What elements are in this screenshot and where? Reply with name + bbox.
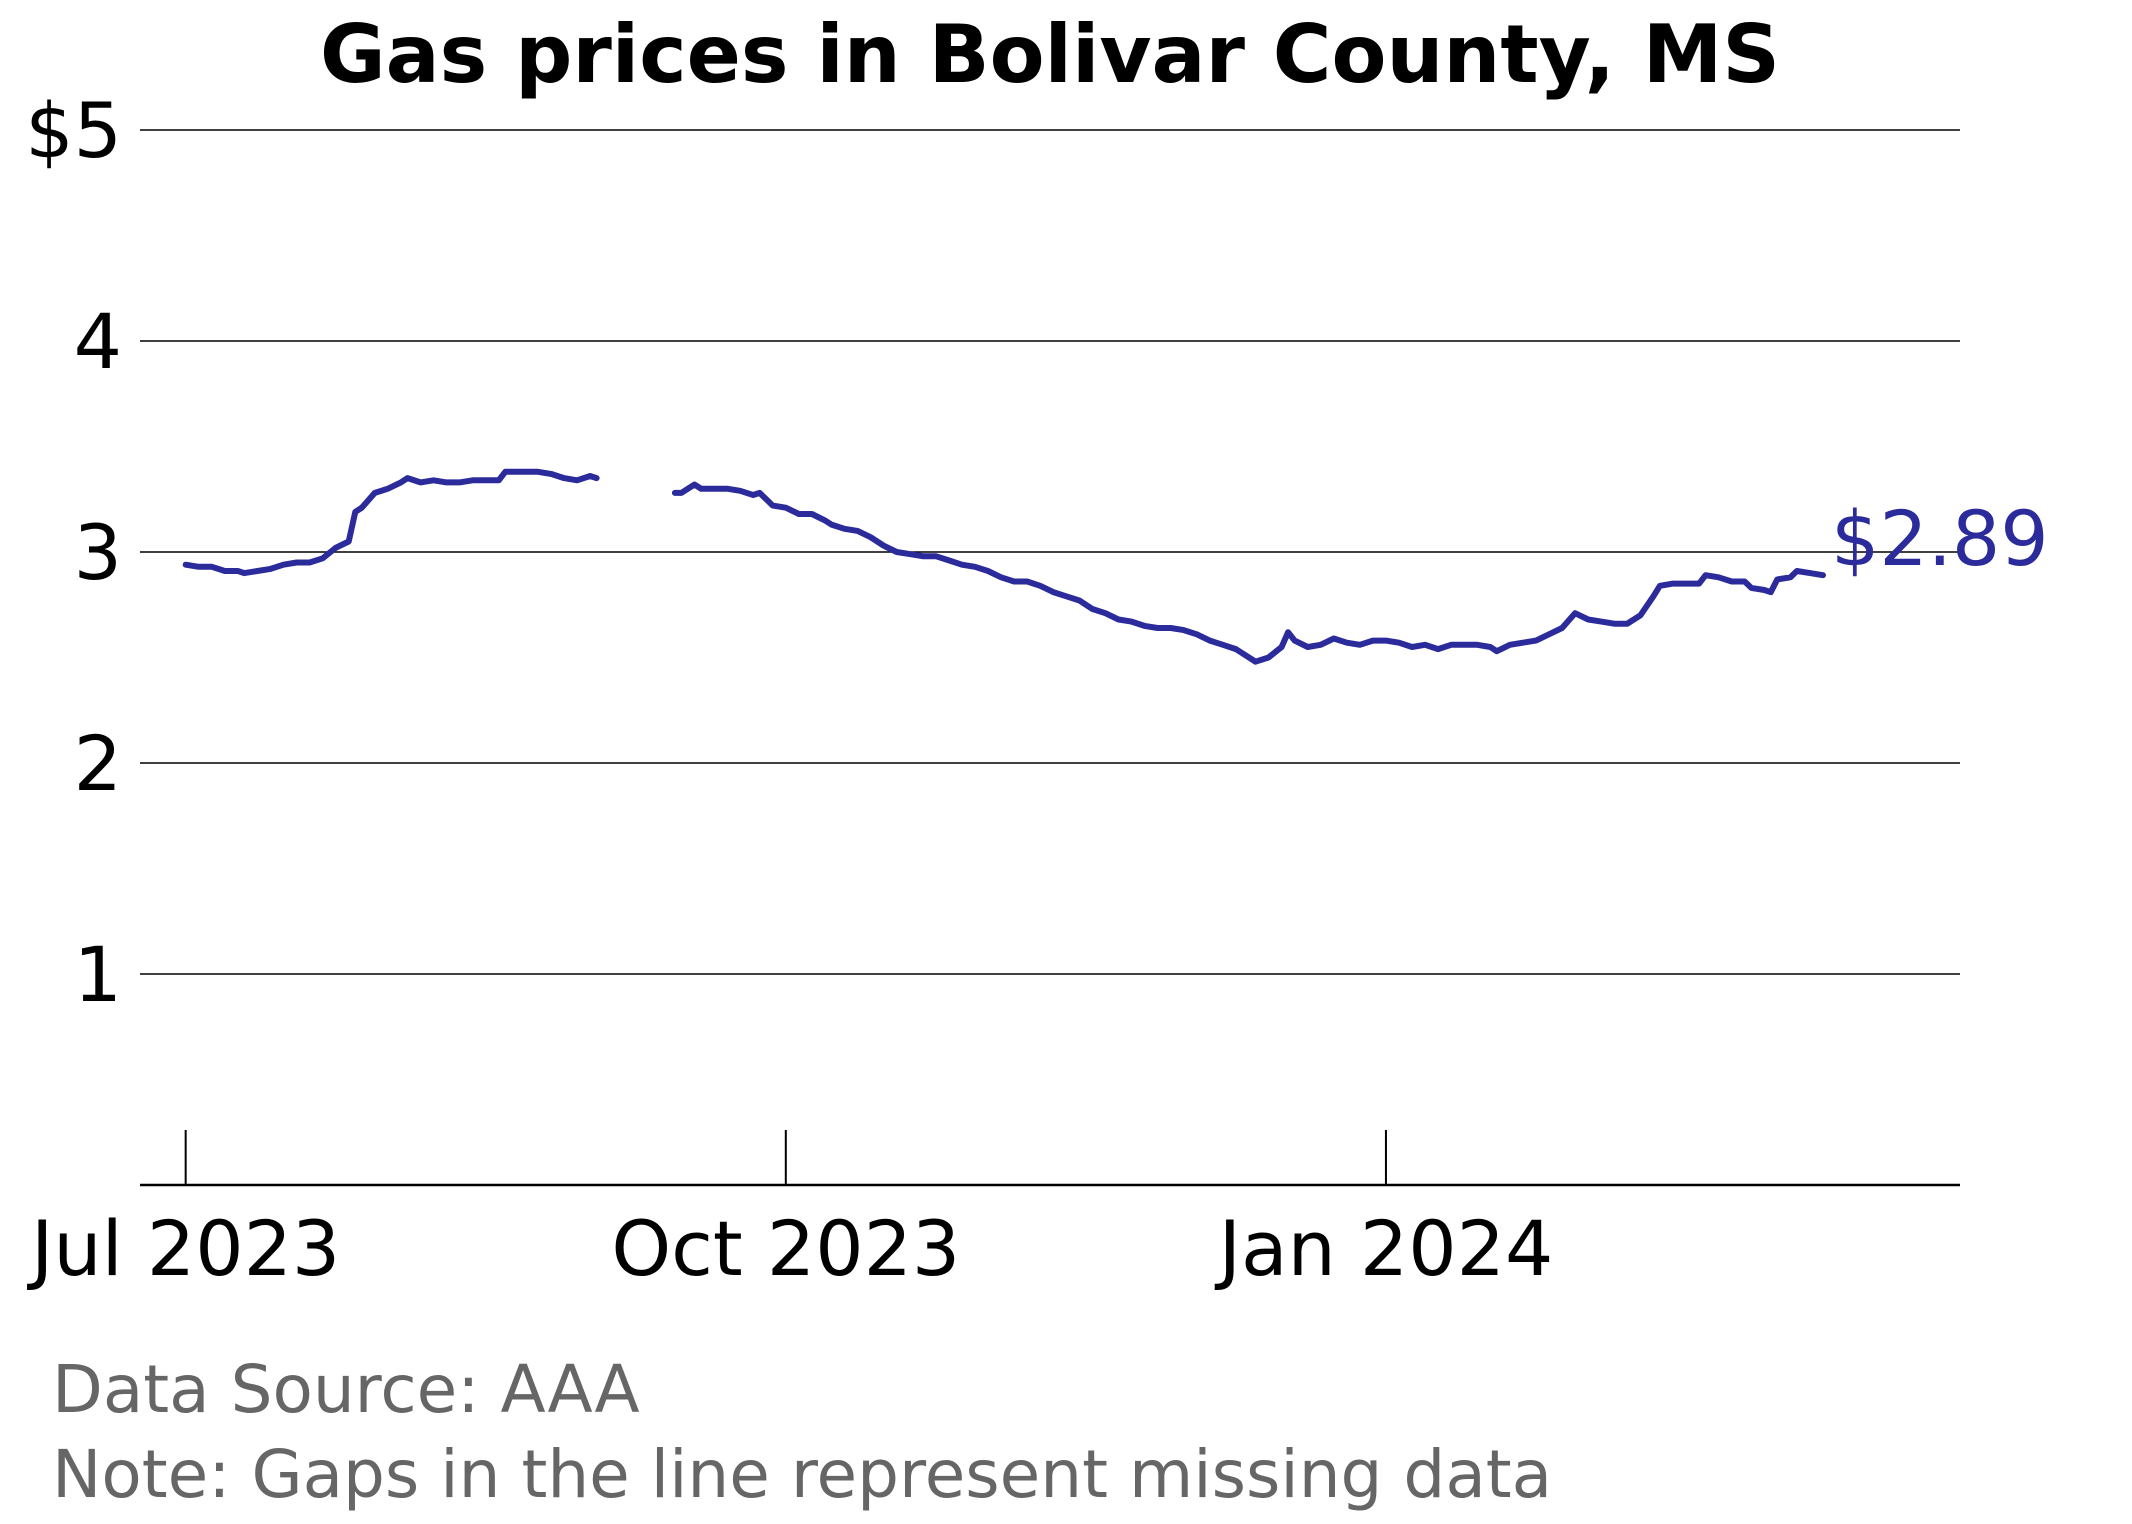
price-line — [182, 468, 1826, 665]
x-axis-ticks: Jul 2023 Oct 2023 Jan 2024 — [27, 1130, 1553, 1293]
data-source-note: Data Source: AAA — [52, 1351, 640, 1428]
y-axis-tick-labels: 1 2 3 4 $5 — [25, 86, 122, 1019]
missing-data-note: Note: Gaps in the line represent missing… — [52, 1436, 1552, 1513]
y-tick-label: 1 — [74, 930, 122, 1019]
x-tick-label: Jul 2023 — [27, 1204, 340, 1293]
gridlines — [140, 129, 1960, 975]
y-tick-label: $5 — [25, 86, 122, 175]
chart-title: Gas prices in Bolivar County, MS — [320, 8, 1780, 101]
price-line-segment-1 — [182, 468, 600, 577]
x-tick-label: Jan 2024 — [1215, 1204, 1554, 1293]
x-tick-label: Oct 2023 — [611, 1204, 960, 1293]
y-tick-label: 2 — [74, 719, 122, 808]
latest-price-label: $2.89 — [1831, 494, 2049, 583]
y-tick-label: 4 — [74, 297, 122, 386]
y-tick-label: 3 — [74, 508, 122, 597]
price-line-segment-2 — [671, 481, 1826, 665]
